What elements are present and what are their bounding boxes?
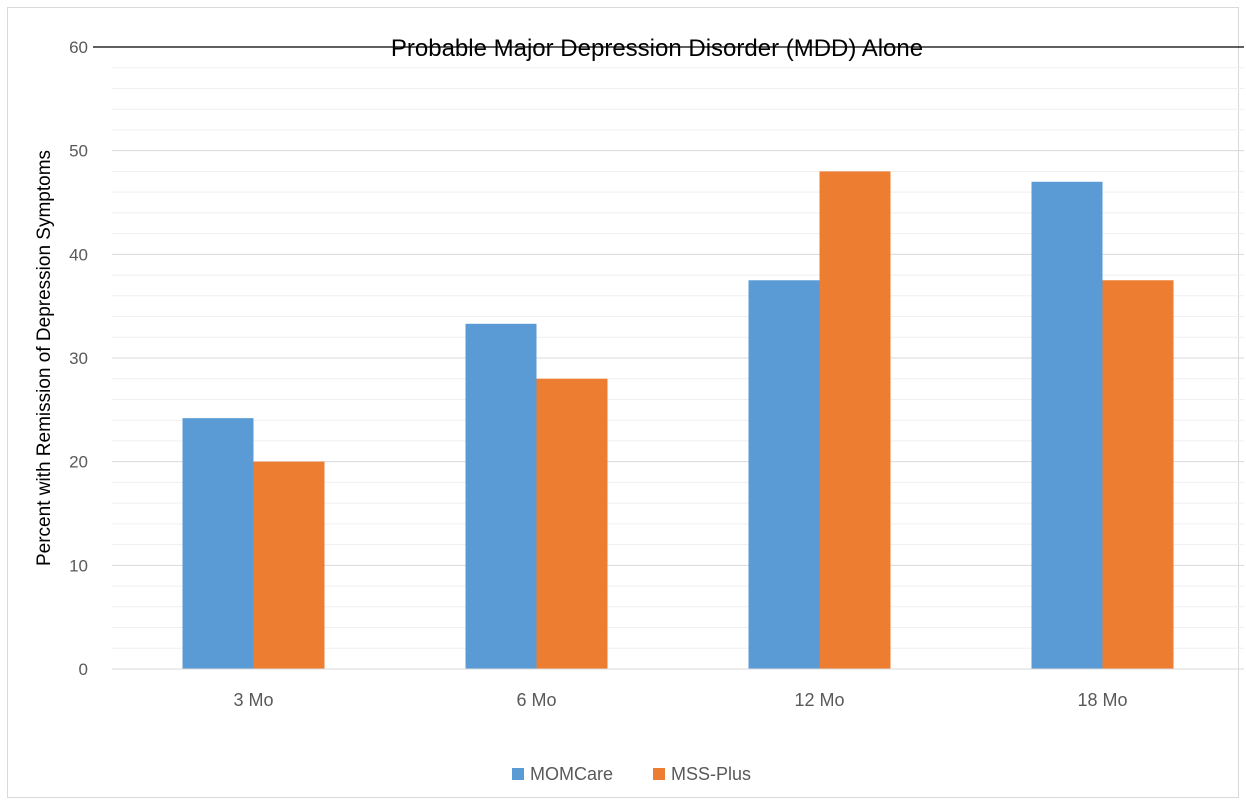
y-tick-label: 50 xyxy=(69,142,88,161)
bar-mss-plus-3-mo xyxy=(253,461,325,669)
bars xyxy=(182,171,1174,669)
legend-label: MOMCare xyxy=(530,764,613,784)
bar-momcare-18-mo xyxy=(1031,181,1103,669)
y-axis-ticks: 0 10 20 30 40 50 60 xyxy=(69,38,88,679)
legend-swatch-mss-plus xyxy=(653,768,665,780)
y-tick-label: 30 xyxy=(69,349,88,368)
y-tick-label: 0 xyxy=(79,660,88,679)
x-axis-categories: 3 Mo 6 Mo 12 Mo 18 Mo xyxy=(233,690,1127,710)
chart-title: Probable Major Depression Disorder (MDD)… xyxy=(391,35,923,62)
x-category-label: 12 Mo xyxy=(794,690,844,710)
y-tick-label: 60 xyxy=(69,38,88,57)
bar-momcare-3-mo xyxy=(182,418,254,669)
bar-mss-plus-12-mo xyxy=(819,171,891,669)
bar-mss-plus-18-mo xyxy=(1102,280,1174,669)
bar-momcare-6-mo xyxy=(465,323,537,669)
x-category-label: 18 Mo xyxy=(1077,690,1127,710)
y-tick-label: 20 xyxy=(69,453,88,472)
legend-label: MSS-Plus xyxy=(671,764,751,784)
bar-mss-plus-6-mo xyxy=(536,378,608,669)
legend: MOMCare MSS-Plus xyxy=(512,764,751,784)
y-tick-label: 10 xyxy=(69,556,88,575)
y-tick-label: 40 xyxy=(69,245,88,264)
legend-swatch-momcare xyxy=(512,768,524,780)
y-axis-label: Percent with Remission of Depression Sym… xyxy=(34,150,55,566)
x-category-label: 6 Mo xyxy=(516,690,556,710)
bar-momcare-12-mo xyxy=(748,280,820,669)
x-category-label: 3 Mo xyxy=(233,690,273,710)
